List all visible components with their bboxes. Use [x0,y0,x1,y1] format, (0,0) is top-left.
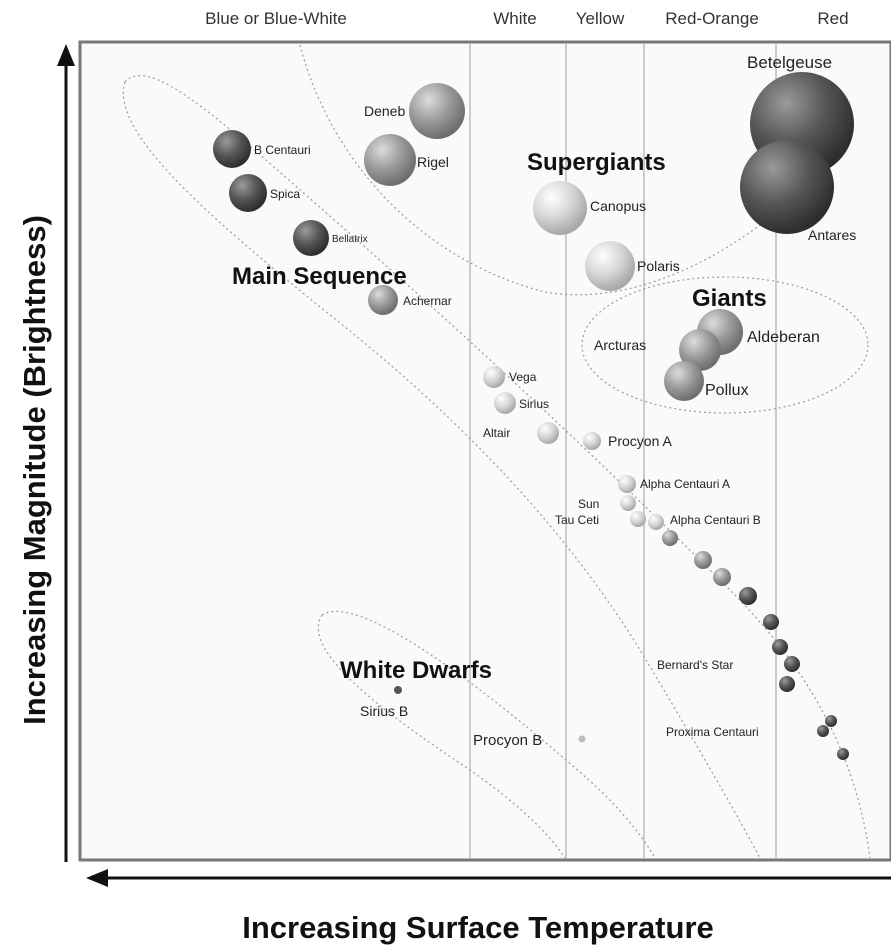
star-sirius [494,392,516,414]
star-alpha-centauri-a [618,475,636,493]
label-vega: Vega [509,370,537,384]
star-b-centauri [213,130,251,168]
label-bellatrix: Bellatrix [332,234,368,245]
label-antares: Antares [808,227,856,243]
y-axis-label: Increasing Magnitude (Brightness) [17,215,52,725]
region-white-dwarfs: White Dwarfs [340,657,492,684]
label-spica: Spica [270,187,300,201]
star-ms-8 [825,715,837,727]
star-ms-1 [662,530,678,546]
label-altair: Altair [483,426,510,440]
star-alpha-centauri-b [648,514,664,530]
band-label-red: Red [817,9,848,28]
star-ms-9 [837,748,849,760]
label-aldebaran: Aldeberan [747,329,820,346]
label-b-centauri: B Centauri [254,143,311,157]
label-betelgeuse: Betelgeuse [747,53,832,72]
star-ms-3 [713,568,731,586]
label-proxima-centauri: Proxima Centauri [666,725,759,739]
y-axis-arrow [57,44,75,862]
star-barnards-star [784,656,800,672]
band-label-white: White [493,9,536,28]
x-axis-label: Increasing Surface Temperature [242,910,714,945]
band-dividers [469,44,777,858]
star-bellatrix [293,220,329,256]
label-polaris: Polaris [637,258,680,274]
label-pollux: Pollux [705,382,749,399]
star-antares [740,140,834,234]
label-deneb: Deneb [364,103,405,119]
label-alpha-centauri-a: Alpha Centauri A [640,477,730,491]
star-canopus [533,181,587,235]
star-labels: Betelgeuse Antares Deneb Rigel B Centaur… [254,53,856,749]
white-dwarf-outline [317,610,656,859]
label-rigel: Rigel [417,154,449,170]
label-alpha-centauri-b: Alpha Centauri B [670,513,761,527]
label-barnards-star: Bernard's Star [657,658,733,672]
star-sirius-b [394,686,402,694]
star-vega [483,366,505,388]
band-label-blue: Blue or Blue-White [205,9,347,28]
star-spica [229,174,267,212]
region-supergiants: Supergiants [527,149,666,176]
star-ms-7 [779,676,795,692]
region-main-sequence: Main Sequence [232,263,407,290]
star-altair [537,422,559,444]
star-achernar [368,285,398,315]
region-giants: Giants [692,285,767,312]
label-sirius-b: Sirius B [360,703,408,719]
label-achernar: Achernar [403,294,452,308]
giants-outline [581,276,869,414]
stars [213,72,854,760]
star-ms-4 [739,587,757,605]
star-ms-2 [694,551,712,569]
label-sirius: Sirius [519,397,549,411]
star-pollux [664,361,704,401]
star-arcturus [679,329,721,371]
star-procyon-a [583,432,601,450]
label-tau-ceti: Tau Ceti [555,513,599,527]
star-procyon-b [578,735,586,743]
main-sequence-outline [122,74,871,859]
star-rigel [364,134,416,186]
label-procyon-a: Procyon A [608,433,672,449]
label-procyon-b: Procyon B [473,732,542,749]
star-ms-6 [772,639,788,655]
star-deneb [409,83,465,139]
label-sun: Sun [578,497,599,511]
star-sun [620,495,636,511]
star-ms-5 [763,614,779,630]
label-canopus: Canopus [590,198,646,214]
band-label-yellow: Yellow [576,9,625,28]
x-axis-arrow [86,869,891,887]
label-arcturus: Arcturas [594,337,646,353]
star-polaris [585,241,635,291]
star-proxima-centauri [817,725,829,737]
band-label-red-orange: Red-Orange [665,9,759,28]
star-tau-ceti [630,511,646,527]
